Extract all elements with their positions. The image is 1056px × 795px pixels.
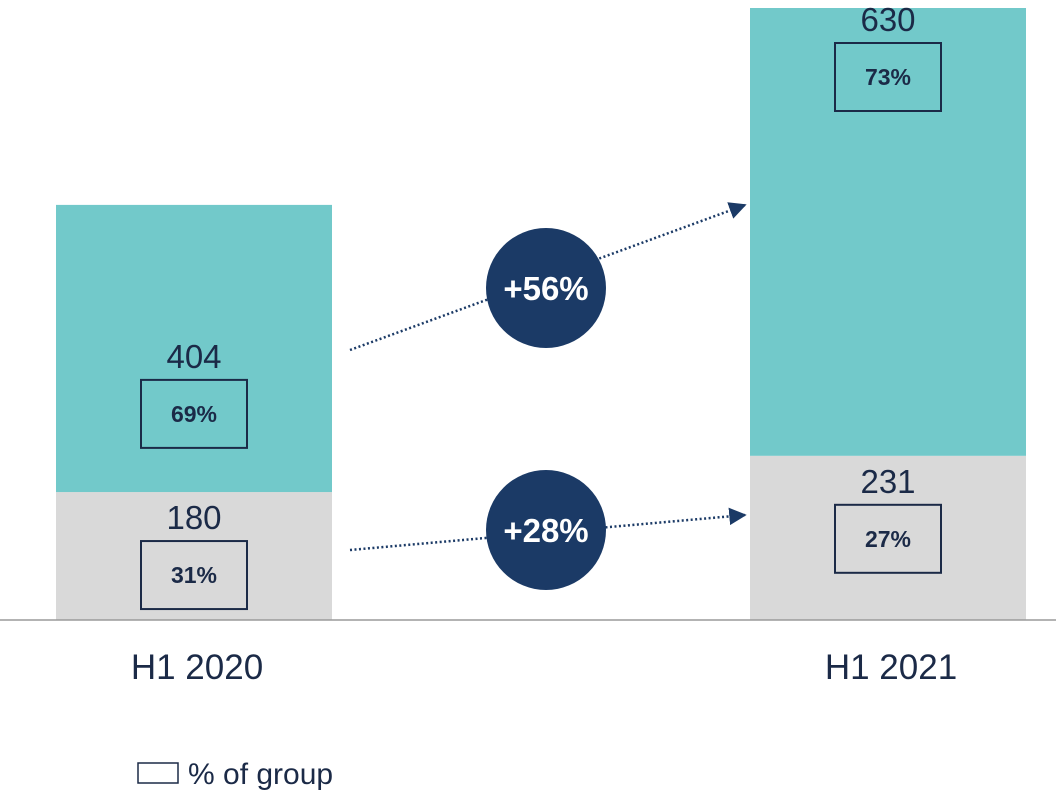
value-label: 630 xyxy=(860,1,915,38)
bar-segment xyxy=(750,8,1026,456)
share-label: 31% xyxy=(171,562,217,588)
share-box xyxy=(834,503,942,574)
bar-segment xyxy=(750,455,1026,620)
share-label: 69% xyxy=(171,401,217,427)
legend-swatch xyxy=(137,762,179,784)
share-label: 27% xyxy=(865,526,911,552)
bar-segment xyxy=(56,204,332,493)
growth-circle xyxy=(486,470,606,590)
value-label: 404 xyxy=(166,338,221,375)
share-label: 73% xyxy=(865,64,911,90)
share-box xyxy=(140,540,248,611)
growth-label: +56% xyxy=(503,270,588,307)
share-box xyxy=(140,378,248,449)
category-label: H1 2021 xyxy=(825,648,957,687)
growth-circle xyxy=(486,228,606,348)
share-box xyxy=(834,42,942,112)
growth-label: +28% xyxy=(503,512,588,549)
legend: % of group xyxy=(137,758,333,791)
legend-label: % of group xyxy=(188,758,333,791)
bar-segment xyxy=(56,492,332,620)
value-label: 180 xyxy=(166,499,221,536)
value-label: 231 xyxy=(860,463,915,500)
category-label: H1 2020 xyxy=(131,648,263,687)
